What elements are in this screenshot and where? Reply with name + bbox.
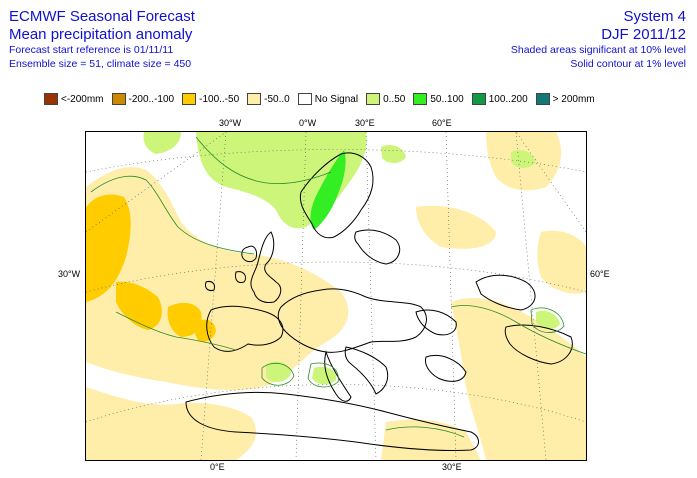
legend-label: 50..100	[430, 93, 464, 105]
forecast-start-text: Forecast start reference is 01/11/11	[9, 44, 174, 56]
legend-swatch	[471, 93, 486, 105]
legend-swatch	[366, 93, 381, 105]
legend-item: 0..50	[366, 93, 405, 105]
legend-swatch	[44, 93, 58, 105]
coastlines	[185, 152, 573, 452]
lon-label-top: 30°E	[355, 118, 375, 128]
anomaly-layer-50-100	[310, 150, 346, 230]
legend-swatch	[111, 93, 126, 105]
legend-swatch	[413, 93, 428, 105]
legend-item: No Signal	[297, 93, 359, 105]
period-label: DJF 2011/12	[601, 26, 686, 43]
chart-title: ECMWF Seasonal Forecast	[9, 8, 195, 25]
legend-item: 100..200	[471, 93, 528, 105]
legend-swatch	[535, 93, 550, 105]
chart-subtitle: Mean precipitation anomaly	[9, 26, 193, 43]
graticule	[86, 132, 586, 460]
system-label: System 4	[623, 8, 686, 25]
legend-swatch	[297, 93, 312, 105]
ensemble-size-text: Ensemble size = 51, climate size = 450	[9, 58, 192, 70]
lon-label-top: 30°W	[219, 118, 242, 128]
legend-label: <-200mm	[61, 93, 104, 105]
legend-item: > 200mm	[535, 93, 595, 105]
lon-label-bottom: 0°E	[210, 462, 225, 472]
shaded-note: Shaded areas significant at 10% level	[510, 44, 686, 56]
lon-label-top: 60°E	[432, 118, 452, 128]
legend-label: -50..0	[264, 93, 290, 105]
legend-item: -100..-50	[182, 93, 239, 105]
legend-label: > 200mm	[552, 93, 595, 105]
contour-note: Solid contour at 1% level	[570, 58, 686, 70]
legend-label: No Signal	[314, 93, 359, 105]
legend-item: -50..0	[247, 93, 290, 105]
lon-label-right: 60°E	[590, 269, 610, 279]
legend-item: 50..100	[413, 93, 464, 105]
legend-label: -200..-100	[128, 93, 175, 105]
anomaly-layer-minus100-minus50	[86, 194, 216, 342]
map-canvas	[86, 132, 586, 460]
significance-contours	[90, 136, 586, 438]
precipitation-map	[85, 131, 587, 461]
legend-label: -100..-50	[199, 93, 240, 105]
legend-label: 0..50	[383, 93, 406, 105]
legend: <-200mm -200..-100 -100..-50 -50..0 No S…	[44, 92, 603, 106]
lon-label-left: 30°W	[58, 269, 81, 279]
legend-swatch	[247, 93, 262, 105]
legend-swatch	[182, 93, 197, 105]
legend-item: -200..-100	[111, 93, 175, 105]
legend-label: 100..200	[488, 93, 528, 105]
legend-item: <-200mm	[44, 93, 104, 105]
lon-label-bottom: 30°E	[442, 462, 462, 472]
lon-label-top: 0°W	[299, 118, 317, 128]
